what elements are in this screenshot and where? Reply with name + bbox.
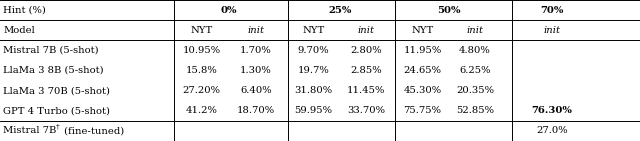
Text: †: † xyxy=(56,123,60,131)
Text: 11.45%: 11.45% xyxy=(347,86,385,95)
Text: 19.7%: 19.7% xyxy=(298,66,330,75)
Text: 59.95%: 59.95% xyxy=(294,106,333,115)
Text: 6.25%: 6.25% xyxy=(459,66,491,75)
Text: 20.35%: 20.35% xyxy=(456,86,494,95)
Text: 2.85%: 2.85% xyxy=(350,66,382,75)
Text: 9.70%: 9.70% xyxy=(298,46,330,55)
Text: 4.80%: 4.80% xyxy=(459,46,491,55)
Text: 6.40%: 6.40% xyxy=(240,86,272,95)
Text: init: init xyxy=(467,26,483,35)
Text: LlaMa 3 8B (5-shot): LlaMa 3 8B (5-shot) xyxy=(3,66,104,75)
Text: Mistral 7B: Mistral 7B xyxy=(3,126,56,135)
Text: 27.20%: 27.20% xyxy=(182,86,221,95)
Text: GPT 4 Turbo (5-shot): GPT 4 Turbo (5-shot) xyxy=(3,106,110,115)
Text: 31.80%: 31.80% xyxy=(294,86,333,95)
Text: 1.30%: 1.30% xyxy=(240,66,272,75)
Text: 0%: 0% xyxy=(221,6,237,15)
Text: 24.65%: 24.65% xyxy=(403,66,442,75)
Text: 41.2%: 41.2% xyxy=(186,106,218,115)
Text: 52.85%: 52.85% xyxy=(456,106,494,115)
Text: 50%: 50% xyxy=(437,6,460,15)
Text: 10.95%: 10.95% xyxy=(182,46,221,55)
Text: 76.30%: 76.30% xyxy=(531,106,572,115)
Text: 15.8%: 15.8% xyxy=(186,66,218,75)
Text: init: init xyxy=(358,26,374,35)
Text: NYT: NYT xyxy=(412,26,433,35)
Text: 11.95%: 11.95% xyxy=(403,46,442,55)
Text: 33.70%: 33.70% xyxy=(347,106,385,115)
Text: Hint (%): Hint (%) xyxy=(3,6,46,15)
Text: 27.0%: 27.0% xyxy=(536,126,568,135)
Text: 18.70%: 18.70% xyxy=(237,106,275,115)
Text: init: init xyxy=(543,26,560,35)
Text: 2.80%: 2.80% xyxy=(350,46,382,55)
Text: 70%: 70% xyxy=(540,6,563,15)
Text: Model: Model xyxy=(3,26,35,35)
Text: 1.70%: 1.70% xyxy=(240,46,272,55)
Text: 25%: 25% xyxy=(328,6,351,15)
Text: Mistral 7B (5-shot): Mistral 7B (5-shot) xyxy=(3,46,99,55)
Text: 45.30%: 45.30% xyxy=(403,86,442,95)
Text: init: init xyxy=(248,26,264,35)
Text: LlaMa 3 70B (5-shot): LlaMa 3 70B (5-shot) xyxy=(3,86,110,95)
Text: (fine-tuned): (fine-tuned) xyxy=(61,126,125,135)
Text: NYT: NYT xyxy=(303,26,324,35)
Text: 75.75%: 75.75% xyxy=(403,106,442,115)
Text: NYT: NYT xyxy=(191,26,212,35)
